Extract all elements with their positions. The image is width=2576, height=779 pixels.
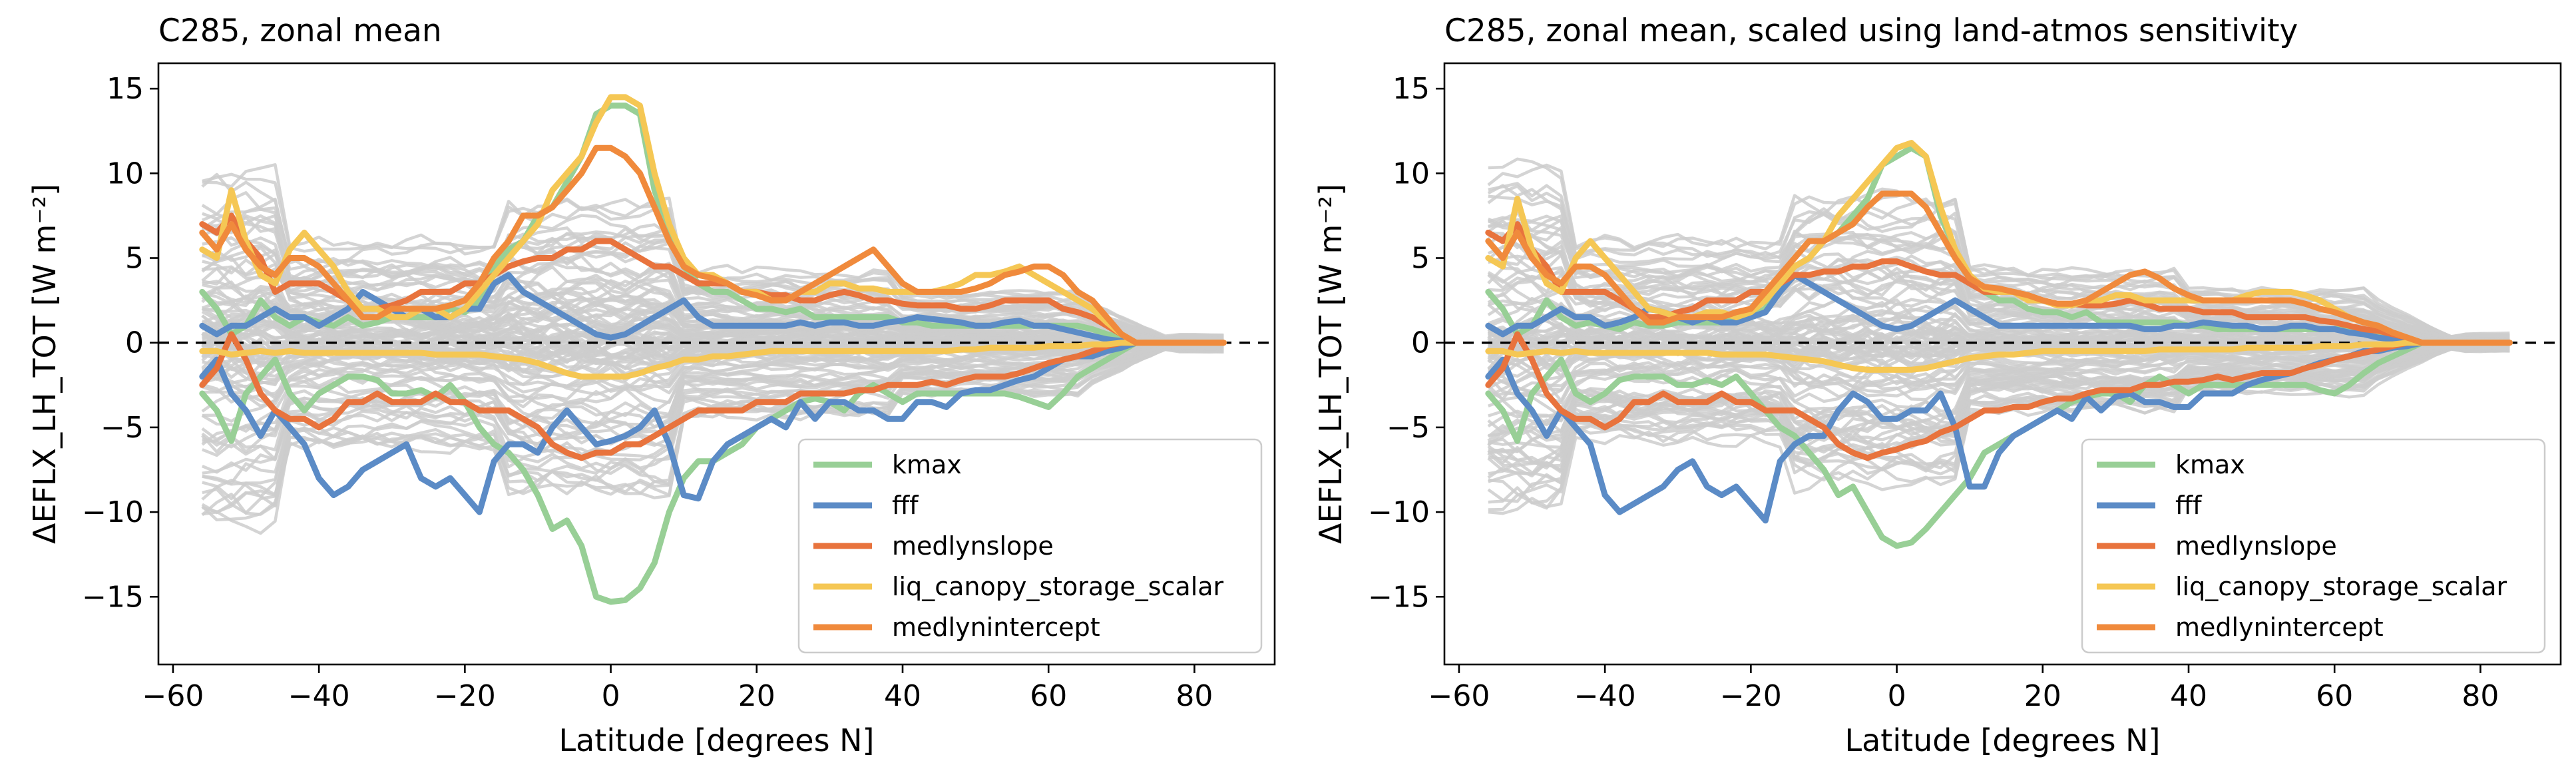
series-line-liq_canopy_storage_scalar-positive [199, 94, 1227, 346]
series-line-fff [199, 340, 1227, 515]
legend-label-fff: fff [892, 491, 919, 520]
legend-label-liq_canopy_storage_scalar: liq_canopy_storage_scalar [2175, 572, 2507, 601]
legend-box [797, 438, 1263, 654]
legend-label-medlynslope: medlynslope [892, 531, 1054, 561]
x-axis-label: Latitude [degrees N] [1844, 722, 2160, 758]
legend-label-medlynintercept: medlynintercept [2175, 613, 2384, 642]
series-fff [199, 272, 1227, 515]
plot-area [1444, 140, 2561, 549]
x-tick-label: −40 [1574, 679, 1636, 713]
y-tick-label: 5 [1411, 242, 1430, 276]
ensemble-line [202, 347, 1224, 501]
series-line-medlynslope [199, 331, 1227, 461]
x-tick-label: −60 [1428, 679, 1490, 713]
series-line-kmax [1485, 340, 2513, 549]
x-tick-label: 0 [1888, 679, 1906, 713]
plot-frame [157, 62, 1276, 666]
ensemble-line [1488, 315, 2510, 346]
legend-label-medlynintercept: medlynintercept [892, 613, 1100, 642]
x-tick-label: 0 [602, 679, 620, 713]
ensemble-line [202, 342, 1224, 395]
x-tick-label: −20 [1720, 679, 1782, 713]
x-axis-label: Latitude [degrees N] [558, 722, 874, 758]
x-tick-label: 20 [2024, 679, 2061, 713]
plot-frame [1443, 62, 2562, 666]
ensemble-line [201, 303, 1224, 345]
series-line-fff-positive [199, 272, 1227, 346]
x-tick-label: 20 [738, 679, 775, 713]
y-tick-label: 5 [125, 242, 144, 276]
ensemble-line [1488, 157, 2510, 338]
ensemble-line [1487, 184, 2510, 340]
legend-label-kmax: kmax [892, 450, 962, 479]
x-tick-label: 40 [884, 679, 921, 713]
x-tick-label: 40 [2170, 679, 2207, 713]
chart-title: C285, zonal mean, scaled using land-atmo… [1444, 13, 2298, 49]
y-tick-label: −10 [1368, 495, 1430, 529]
plot-area [158, 94, 1275, 605]
series-line-liq_canopy_storage_scalar [1485, 340, 2513, 373]
ensemble-line [1487, 345, 2510, 467]
ensemble-line [201, 346, 1224, 501]
ensemble-line [1488, 347, 2510, 510]
legend: kmax fff medlynslope liq_canopy_storage_sca… [2081, 438, 2546, 654]
y-axis-label: ΔEFLX_LH_TOT [W m⁻²] [1313, 184, 1349, 544]
ensemble-line [202, 346, 1224, 485]
y-tick-label: 10 [1393, 156, 1430, 190]
y-axis-label: ΔEFLX_LH_TOT [W m⁻²] [27, 184, 63, 544]
y-tick-label: −5 [1387, 411, 1430, 445]
y-tick-label: 0 [1411, 326, 1430, 360]
y-tick-label: 15 [1393, 72, 1430, 106]
x-tick-label: 60 [2316, 679, 2353, 713]
y-tick-label: 10 [107, 156, 144, 190]
series-line-medlynintercept [1485, 190, 2513, 346]
y-tick-label: −15 [1368, 580, 1430, 614]
x-tick-label: −20 [434, 679, 496, 713]
legend: kmax fff medlynslope liq_canopy_storage_sca… [797, 438, 1263, 654]
ensemble-line [1488, 346, 2510, 483]
left-chart-panel: −60 −40 −20 0 20 40 60 80 −15 −10 −5 0 5 10 15 C285, zo… [27, 13, 1276, 758]
ensemble-line [1488, 194, 2510, 338]
legend-label-kmax: kmax [2175, 450, 2245, 479]
y-tick-label: −5 [101, 411, 144, 445]
legend-label-fff: fff [2175, 491, 2203, 520]
series-medlynintercept [199, 144, 1227, 346]
x-tick-label: 60 [1030, 679, 1067, 713]
series-liq_canopy_storage_scalar [199, 94, 1227, 380]
y-tick-label: −15 [82, 580, 144, 614]
x-tick-label: −40 [288, 679, 350, 713]
chart-title: C285, zonal mean [158, 13, 442, 49]
legend-box [2081, 438, 2546, 654]
ensemble-line [202, 163, 1224, 338]
x-tick-label: 80 [2462, 679, 2499, 713]
ensemble-line [1488, 253, 2510, 342]
x-tick-label: −60 [142, 679, 204, 713]
series-line-medlynslope [1485, 331, 2513, 461]
ensemble-line [202, 274, 1224, 342]
series-line-medlynintercept [199, 144, 1227, 346]
legend-label-liq_canopy_storage_scalar: liq_canopy_storage_scalar [892, 572, 1224, 601]
ensemble-line [1487, 217, 2510, 340]
ensemble-line [1487, 344, 2510, 442]
series-line-liq_canopy_storage_scalar [199, 340, 1227, 380]
series-medlynintercept [1485, 190, 2513, 346]
x-tick-label: 80 [1176, 679, 1213, 713]
y-tick-label: −10 [82, 495, 144, 529]
legend-label-medlynslope: medlynslope [2175, 531, 2337, 561]
ensemble-line [201, 344, 1224, 446]
right-chart-panel: −60 −40 −20 0 20 40 60 80 −15 −10 −5 0 5 10 15 C285, zo… [1313, 13, 2562, 758]
y-tick-label: 15 [107, 72, 144, 106]
y-tick-label: 0 [125, 326, 144, 360]
